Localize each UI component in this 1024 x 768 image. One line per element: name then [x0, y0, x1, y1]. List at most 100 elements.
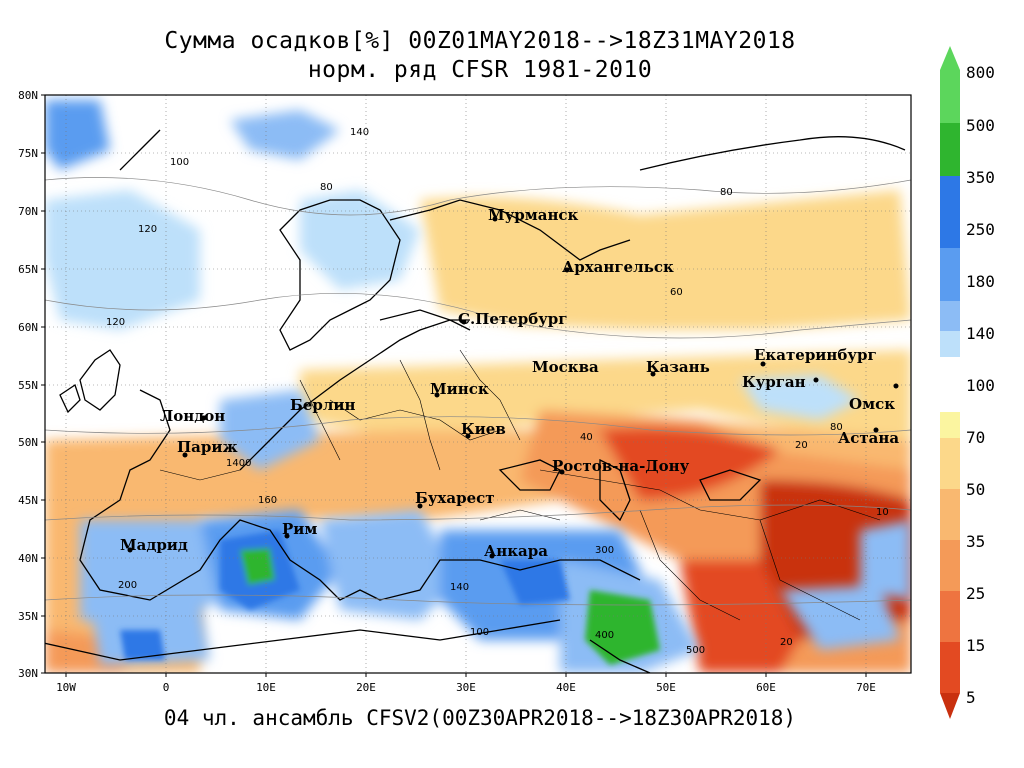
legend-swatch [940, 331, 960, 357]
contour-lines [45, 177, 911, 606]
borders [159, 349, 881, 621]
lat-label: 55N [18, 379, 38, 392]
coastlines [45, 129, 906, 673]
contour-label: 20 [780, 637, 793, 648]
legend-label: 50 [966, 480, 985, 499]
legend-label: 35 [966, 532, 985, 551]
city-london: Лондон [160, 407, 225, 425]
legend-swatch [940, 412, 960, 438]
city-yekaterinburg: Екатеринбург [754, 346, 877, 364]
city-kurgan: Курган [742, 373, 806, 391]
contour-label: 140 [350, 127, 369, 138]
legend-top-arrow [940, 46, 960, 70]
lat-label: 30N [18, 667, 38, 680]
contour-label: 80 [830, 422, 843, 433]
city-minsk: Минск [430, 380, 489, 398]
legend-label: 250 [966, 220, 995, 239]
contour-label: 120 [106, 317, 125, 328]
lat-lon-grid [45, 95, 911, 673]
legend-label: 15 [966, 636, 985, 655]
legend-swatch [940, 70, 960, 123]
lon-label: 40E [556, 681, 576, 694]
lon-label: 10W [56, 681, 76, 694]
lon-label: 70E [856, 681, 876, 694]
contour-label: 500 [686, 645, 705, 656]
lon-axis-labels: 10W 0 10E 20E 30E 40E 50E 60E 70E [56, 681, 876, 694]
ensemble-footer: 04 чл. ансамбль CFSV2(00Z30APR2018-->18Z… [163, 706, 797, 730]
city-kyiv: Киев [461, 420, 506, 438]
lon-label: 50E [656, 681, 676, 694]
legend-swatch [940, 123, 960, 176]
legend-swatch [940, 301, 960, 331]
lon-label: 30E [456, 681, 476, 694]
chart-subtitle: норм. ряд CFSR 1981-2010 [307, 57, 653, 83]
lon-label: 10E [256, 681, 276, 694]
legend-label: 500 [966, 116, 995, 135]
lat-label: 65N [18, 263, 38, 276]
lat-label: 50N [18, 436, 38, 449]
legend-swatch [940, 489, 960, 540]
contour-label: 160 [258, 495, 277, 506]
lat-label: 45N [18, 494, 38, 507]
city-arkhangelsk: Архангельск [562, 258, 674, 276]
contour-label: 20 [795, 440, 808, 451]
lon-label: 20E [356, 681, 376, 694]
contour-value-labels: 100 140 80 120 60 40 20 160 200 300 400 … [106, 127, 889, 656]
city-ankara: Анкара [484, 542, 548, 560]
city-rome: Рим [282, 520, 317, 538]
contour-label: 100 [170, 157, 189, 168]
legend-swatch [940, 176, 960, 200]
legend-swatch [940, 591, 960, 642]
legend-label: 25 [966, 584, 985, 603]
lon-label: 0 [163, 681, 170, 694]
chart-title: Сумма осадков[%] 00Z01MAY2018-->18Z31MAY… [164, 28, 796, 54]
lat-label: 60N [18, 321, 38, 334]
contour-label: 80 [720, 187, 733, 198]
lat-label: 40N [18, 552, 38, 565]
lat-label: 70N [18, 205, 38, 218]
city-omsk: Омск [849, 395, 895, 413]
legend-label: 70 [966, 428, 985, 447]
contour-label: 200 [118, 580, 137, 591]
contour-label: 10 [876, 507, 889, 518]
lat-label: 80N [18, 89, 38, 102]
city-rostov: Ростов-на-Дону [552, 457, 690, 475]
legend-label: 180 [966, 272, 995, 291]
legend-bottom-arrow [940, 693, 960, 719]
city-paris: Париж [177, 438, 238, 456]
contour-label: 40 [580, 432, 593, 443]
legend-label: 100 [966, 376, 995, 395]
city-astana: Астана [838, 429, 899, 447]
legend-label: 5 [966, 688, 976, 707]
legend-label: 350 [966, 168, 995, 187]
contour-label: 300 [595, 545, 614, 556]
contour-label: 1400 [226, 458, 251, 469]
city-st-petersburg: С.Петербург [458, 310, 567, 328]
city-murmansk: Мурманск [488, 206, 579, 224]
contour-label: 140 [450, 582, 469, 593]
city-labels: Мурманск Архангельск С.Петербург Москва … [120, 206, 899, 560]
lat-axis-labels: 80N 75N 70N 65N 60N 55N 50N 45N 40N 35N … [18, 89, 38, 680]
contour-label: 100 [470, 627, 489, 638]
contour-label: 120 [138, 224, 157, 235]
lat-label: 35N [18, 610, 38, 623]
contour-label: 80 [320, 182, 333, 193]
city-moscow: Москва [532, 358, 599, 376]
city-kazan: Казань [646, 358, 710, 376]
city-bucharest: Бухарест [415, 489, 495, 507]
city-madrid: Мадрид [120, 536, 188, 554]
legend-swatch [940, 642, 960, 693]
map-field [45, 95, 911, 673]
lat-label: 75N [18, 147, 38, 160]
legend-label: 140 [966, 324, 995, 343]
city-berlin: Берлин [290, 396, 356, 414]
legend-swatch [940, 200, 960, 248]
lon-label: 60E [756, 681, 776, 694]
legend-swatch [940, 540, 960, 591]
contour-label: 400 [595, 630, 614, 641]
legend-swatch [940, 248, 960, 301]
legend-swatch [940, 438, 960, 489]
contour-label: 60 [670, 287, 683, 298]
